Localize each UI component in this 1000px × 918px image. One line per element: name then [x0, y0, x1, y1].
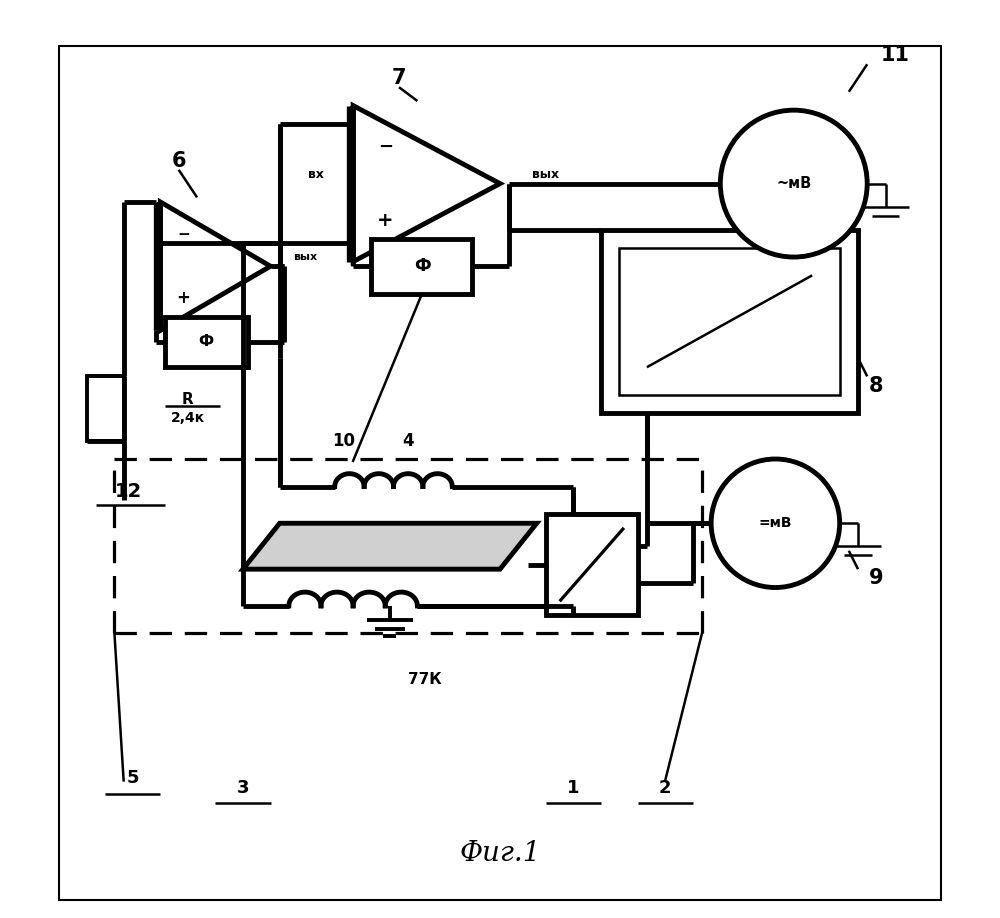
- Text: 2: 2: [659, 778, 671, 797]
- Text: 5: 5: [127, 769, 139, 788]
- Text: 2,4к: 2,4к: [171, 410, 205, 425]
- Text: 10: 10: [332, 431, 355, 450]
- Circle shape: [711, 459, 840, 588]
- Bar: [601, 230, 858, 413]
- Text: 77К: 77К: [408, 672, 442, 687]
- Text: 4: 4: [402, 431, 414, 450]
- Text: ~мВ: ~мВ: [776, 176, 811, 191]
- Bar: [165, 317, 248, 367]
- Text: 7: 7: [392, 68, 406, 88]
- Bar: [371, 239, 472, 294]
- Text: −: −: [177, 227, 190, 241]
- Text: 9: 9: [869, 568, 884, 588]
- Text: 11: 11: [880, 45, 909, 65]
- Text: 8: 8: [869, 375, 884, 396]
- Text: +: +: [377, 211, 394, 230]
- Text: 1: 1: [567, 778, 580, 797]
- Bar: [87, 376, 124, 441]
- Bar: [546, 514, 638, 615]
- Text: −: −: [378, 138, 393, 156]
- Text: =мВ: =мВ: [759, 516, 792, 531]
- Text: +: +: [176, 289, 190, 308]
- Circle shape: [720, 110, 867, 257]
- Text: R: R: [182, 392, 194, 407]
- Text: Фиг.1: Фиг.1: [459, 840, 541, 868]
- Text: 12: 12: [115, 482, 142, 500]
- Text: 6: 6: [171, 151, 186, 171]
- Text: вых: вых: [293, 252, 318, 262]
- Text: 3: 3: [237, 778, 249, 797]
- Polygon shape: [243, 523, 537, 569]
- Text: вых: вых: [532, 168, 559, 181]
- Bar: [619, 248, 840, 395]
- Text: Ф: Ф: [199, 334, 214, 350]
- Text: Ф: Ф: [414, 257, 430, 275]
- Text: вх: вх: [308, 168, 324, 181]
